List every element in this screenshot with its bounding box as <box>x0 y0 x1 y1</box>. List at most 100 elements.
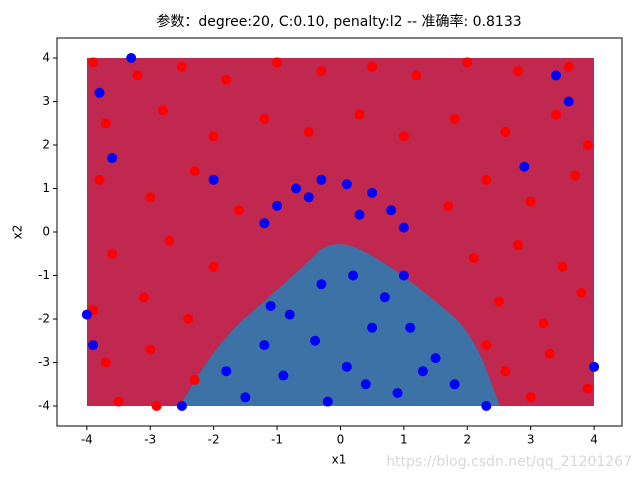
point <box>449 113 460 124</box>
point <box>500 126 511 137</box>
point <box>208 174 219 185</box>
point <box>221 366 232 377</box>
point <box>107 153 118 164</box>
point <box>405 322 416 333</box>
point <box>221 74 232 85</box>
point <box>183 313 194 324</box>
point <box>398 131 409 142</box>
point <box>259 113 270 124</box>
point <box>360 379 371 390</box>
point <box>398 270 409 281</box>
point <box>303 126 314 137</box>
point <box>493 296 504 307</box>
point <box>398 222 409 233</box>
x-tick-label: -2 <box>208 433 220 447</box>
point <box>208 131 219 142</box>
region-negative <box>180 244 500 406</box>
point <box>88 340 99 351</box>
chart-title: 参数：degree:20, C:0.10, penalty:l2 -- 准确率:… <box>156 13 521 30</box>
point <box>411 70 422 81</box>
point <box>107 248 118 259</box>
point <box>341 179 352 190</box>
x-tick-label: 3 <box>527 433 535 447</box>
point <box>233 205 244 216</box>
point <box>481 400 492 411</box>
point <box>348 270 359 281</box>
x-tick-label: -4 <box>81 433 93 447</box>
point <box>468 253 479 264</box>
point <box>589 361 600 372</box>
point <box>189 374 200 385</box>
x-axis-label: x1 <box>332 453 347 467</box>
point <box>367 61 378 72</box>
point <box>88 57 99 68</box>
y-axis-label: x2 <box>11 225 25 240</box>
point <box>443 200 454 211</box>
point <box>138 292 149 303</box>
x-tick-label: 1 <box>400 433 408 447</box>
point <box>525 392 536 403</box>
point <box>481 340 492 351</box>
point <box>278 370 289 381</box>
point <box>386 205 397 216</box>
point <box>259 218 270 229</box>
point <box>551 70 562 81</box>
x-tick-label: -3 <box>144 433 156 447</box>
point <box>582 140 593 151</box>
point <box>176 61 187 72</box>
point <box>544 348 555 359</box>
point <box>367 322 378 333</box>
y-tick-label: -1 <box>38 268 50 282</box>
point <box>367 187 378 198</box>
x-tick-label: 0 <box>337 433 345 447</box>
point <box>354 109 365 120</box>
point <box>379 292 390 303</box>
point <box>430 353 441 364</box>
point <box>551 109 562 120</box>
point <box>113 396 124 407</box>
point <box>189 166 200 177</box>
point <box>100 118 111 129</box>
y-tick-label: 0 <box>42 225 50 239</box>
y-tick-label: -2 <box>38 311 50 325</box>
x-tick-label: 4 <box>590 433 598 447</box>
point <box>100 357 111 368</box>
point <box>94 87 105 98</box>
point <box>417 366 428 377</box>
point <box>557 261 568 272</box>
point <box>316 279 327 290</box>
point <box>240 392 251 403</box>
point <box>525 196 536 207</box>
point <box>519 161 530 172</box>
point <box>176 400 187 411</box>
point <box>94 174 105 185</box>
y-tick-label: -4 <box>38 398 50 412</box>
point <box>513 240 524 251</box>
point <box>462 57 473 68</box>
point <box>303 192 314 203</box>
point <box>563 96 574 107</box>
point <box>272 200 283 211</box>
point <box>513 66 524 77</box>
point <box>576 287 587 298</box>
watermark: https://blog.csdn.net/qq_21201267 <box>386 454 632 470</box>
point <box>582 383 593 394</box>
point <box>316 66 327 77</box>
point <box>481 174 492 185</box>
point <box>310 335 321 346</box>
point <box>291 183 302 194</box>
point <box>500 366 511 377</box>
point <box>570 170 581 181</box>
point <box>265 300 276 311</box>
point <box>164 235 175 246</box>
point <box>341 361 352 372</box>
point <box>208 261 219 272</box>
point <box>151 400 162 411</box>
y-tick-label: -3 <box>38 355 50 369</box>
point <box>284 309 295 320</box>
point <box>563 61 574 72</box>
point <box>449 379 460 390</box>
point <box>354 209 365 220</box>
y-tick-label: 2 <box>42 138 50 152</box>
